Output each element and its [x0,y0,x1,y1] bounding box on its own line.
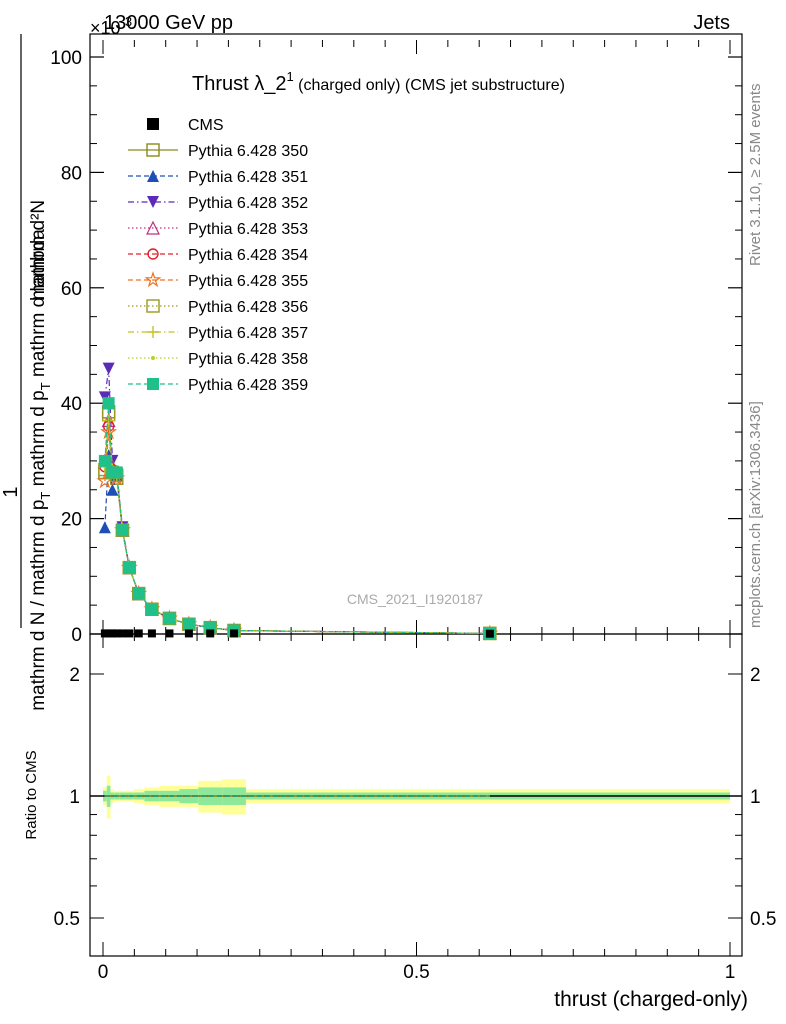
ratio-y-tick-label: 0.5 [54,909,80,930]
ratio-y-tick-label: 2 [69,665,80,686]
cms-point [112,629,121,638]
x-tick-label: 1 [725,962,736,983]
legend-marker [147,170,159,182]
legend-entry: Pythia 6.428 356 [128,299,308,316]
series-point [102,397,115,410]
ratio-y-tick-label-right: 2 [750,665,761,686]
cms-point [134,629,143,638]
analysis-watermark: CMS_2021_I1920187 [347,591,483,607]
legend-marker [146,299,160,313]
series-cms [100,629,494,638]
legend-marker [147,196,159,208]
series-point [100,423,118,440]
legend-label: Pythia 6.428 353 [188,221,308,238]
legend-entry: Pythia 6.428 354 [128,247,308,264]
legend-label: Pythia 6.428 356 [188,299,308,316]
cms-point [165,629,174,638]
legend-entry: Pythia 6.428 350 [128,143,308,160]
y-label-numerator: 1 [0,486,22,497]
legend-entry: Pythia 6.428 358 [128,351,308,368]
y-tick-label: 60 [61,279,82,300]
mcplots-label: mcplots.cern.ch [arXiv:1306.3436] [747,401,764,628]
y-tick-label: 0 [71,625,82,646]
legend-label: Pythia 6.428 355 [188,273,308,290]
y-label-fraction-top: mathrm d²N [28,200,49,300]
series-point [182,618,195,631]
ratio-axis-ticks: 0 0.5 1 0.5 0.5 1 1 2 2 [54,634,776,983]
header-right: Jets [693,12,730,34]
legend-entry: Pythia 6.428 351 [128,169,308,186]
cms-point [230,629,239,638]
legend-label: Pythia 6.428 350 [188,143,308,160]
y-axis-label-ratio: Ratio to CMS [23,750,40,839]
cms-point [118,629,127,638]
series-point [116,524,129,537]
legend-label: Pythia 6.428 359 [188,377,308,394]
legend: CMS Pythia 6.428 350 Pythia 6.428 351 Pythi… [128,117,308,394]
series-point [98,521,111,534]
cms-point [108,629,117,638]
ratio-bands [103,776,730,819]
legend-entry: Pythia 6.428 359 [128,377,308,394]
legend-marker [147,378,159,390]
x-axis-label: thrust (charged-only) [554,988,748,1011]
series-point [98,454,111,467]
y-tick-label: 20 [61,510,82,531]
y-tick-label: 40 [61,394,82,415]
legend-label: Pythia 6.428 354 [188,247,308,264]
legend-entry: Pythia 6.428 353 [128,220,308,238]
series-354 [99,420,496,797]
series-point [132,587,145,600]
header-left: 13000 GeV pp [104,12,233,34]
legend-label: Pythia 6.428 352 [188,195,308,212]
legend-label: CMS [188,117,224,134]
cms-point [147,629,156,638]
cms-point [485,629,494,638]
legend-marker [146,143,160,157]
cms-point [206,629,215,638]
cms-point [184,629,193,638]
legend-label: Pythia 6.428 357 [188,325,308,342]
ratio-y-tick-label: 1 [69,787,80,808]
series-point [145,603,158,616]
main-axis-ticks: 0 20 40 60 80 100 [50,40,742,646]
legend-label: Pythia 6.428 358 [188,351,308,368]
ratio-y-tick-label-right: 1 [750,787,761,808]
series-352 [98,362,496,797]
series-point [163,612,176,625]
legend-label: Pythia 6.428 351 [188,169,308,186]
legend-entry: CMS [147,117,224,134]
legend-entry: Pythia 6.428 357 [128,325,308,342]
rivet-label: Rivet 3.1.10, ≥ 2.5M events [747,84,764,267]
legend-marker [146,220,160,235]
y-tick-label: 100 [50,48,82,69]
series-point [106,483,119,496]
y-exponent-label: ×10-3 [90,14,132,38]
x-tick-label: 0.5 [403,962,429,983]
series-point [110,466,123,479]
series-point [123,561,136,574]
legend-marker [147,118,159,130]
legend-entry: Pythia 6.428 355 [128,271,308,290]
legend-marker [151,356,155,360]
legend-marker [147,326,159,338]
legend-marker [144,271,162,288]
legend-entry: Pythia 6.428 352 [128,195,308,212]
cms-point [125,629,134,638]
y-tick-label: 80 [61,163,82,184]
ratio-y-tick-label-right: 0.5 [750,909,776,930]
chart-title: Thrust λ_21 (charged only) (CMS jet subs… [192,69,565,95]
y-label-denominator: mathrm d N / mathrm d pT mathrm d pT mat… [28,229,53,711]
series-351 [98,449,496,797]
series-point [102,362,115,375]
y-axis-label-main: mathrm d²N 1 mathrm d N / mathrm d pT ma… [0,34,53,711]
legend-marker [147,248,159,260]
series-layer [96,362,499,797]
x-tick-label: 0 [98,962,109,983]
